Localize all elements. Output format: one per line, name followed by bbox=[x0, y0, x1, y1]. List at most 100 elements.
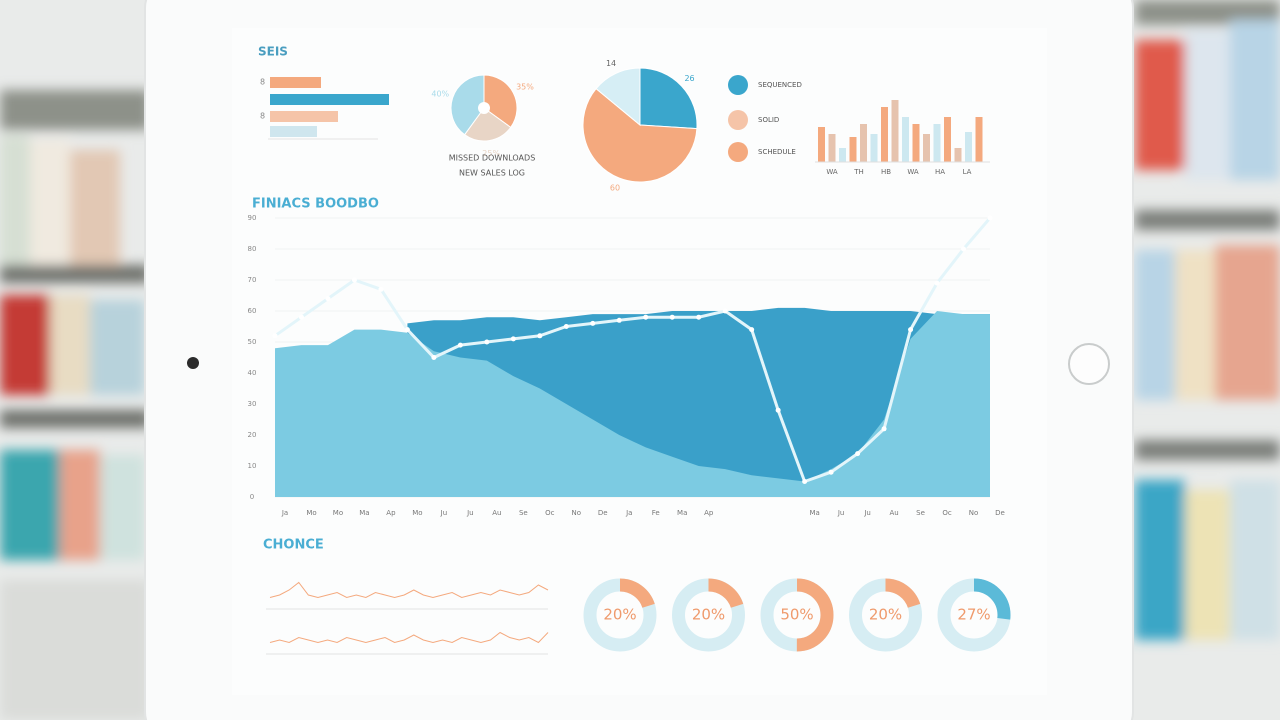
point bbox=[828, 469, 834, 475]
sparkline bbox=[269, 581, 549, 599]
y-tick-label: 30 bbox=[248, 400, 257, 408]
x-tick-label: HB bbox=[881, 168, 891, 176]
x-tick-label: Oc bbox=[545, 509, 555, 517]
x-tick-label: Ja bbox=[281, 509, 288, 517]
point bbox=[775, 407, 781, 413]
x-tick-label: WA bbox=[826, 168, 838, 176]
point bbox=[351, 277, 357, 283]
point bbox=[855, 451, 861, 457]
point bbox=[749, 327, 755, 333]
slice-label: 60 bbox=[610, 184, 620, 193]
line bbox=[274, 217, 992, 484]
legend-swatch bbox=[728, 110, 748, 130]
point bbox=[987, 215, 993, 221]
donut-label: 20% bbox=[603, 606, 636, 624]
x-tick-label: Ma bbox=[359, 509, 369, 517]
column bbox=[849, 137, 857, 162]
y-tick-label: 40 bbox=[248, 369, 257, 377]
point bbox=[378, 286, 384, 292]
x-tick-label: Fe bbox=[652, 509, 660, 517]
area bbox=[275, 311, 990, 497]
x-tick-label: HA bbox=[935, 168, 945, 176]
point bbox=[510, 336, 516, 342]
point bbox=[325, 296, 331, 302]
panel-title: SEIS bbox=[258, 45, 288, 59]
y-tick-label: 50 bbox=[248, 338, 257, 346]
slice-label: 35% bbox=[516, 83, 534, 92]
donut-fill bbox=[849, 578, 922, 652]
donut-fill bbox=[583, 578, 657, 652]
x-tick-label: No bbox=[969, 509, 979, 517]
slice-label: 25% bbox=[482, 149, 500, 158]
pie-slice bbox=[483, 74, 518, 129]
y-tick-label: 80 bbox=[248, 245, 257, 253]
point bbox=[404, 327, 410, 333]
point bbox=[881, 426, 887, 432]
column bbox=[860, 124, 867, 162]
legend-label: SCHEDULE bbox=[758, 148, 796, 156]
donut-label: 50% bbox=[780, 606, 813, 624]
x-tick-label: Ma bbox=[677, 509, 687, 517]
point bbox=[484, 339, 490, 345]
section-title: CHONCE bbox=[263, 538, 324, 553]
donut-label: 20% bbox=[692, 606, 725, 624]
y-tick-label: 70 bbox=[248, 276, 257, 284]
y-tick-label: 10 bbox=[248, 462, 257, 470]
h-bar bbox=[270, 111, 338, 122]
pie-caption: MISSED DOWNLOADS bbox=[449, 154, 536, 163]
x-tick-label: Mo bbox=[412, 509, 422, 517]
column bbox=[902, 117, 909, 162]
column bbox=[891, 100, 899, 162]
h-bar bbox=[270, 77, 321, 88]
point bbox=[934, 280, 940, 286]
donut-fill bbox=[672, 578, 745, 652]
x-tick-label: Ap bbox=[386, 509, 396, 517]
column bbox=[881, 107, 888, 162]
legend-swatch bbox=[728, 142, 748, 162]
h-bar bbox=[270, 94, 389, 105]
point bbox=[696, 314, 702, 320]
x-tick-label: Oc bbox=[942, 509, 952, 517]
x-tick-label: Se bbox=[916, 509, 925, 517]
pie-slice bbox=[595, 67, 641, 127]
slice-label: 14 bbox=[606, 59, 616, 68]
point bbox=[722, 308, 728, 314]
camera bbox=[187, 357, 199, 369]
column bbox=[965, 132, 972, 162]
x-tick-label: Mo bbox=[333, 509, 343, 517]
x-tick-label: Ju bbox=[466, 509, 474, 517]
x-tick-label: De bbox=[598, 509, 608, 517]
point bbox=[802, 479, 808, 484]
donut-fill bbox=[937, 578, 1011, 652]
y-tick-label: 20 bbox=[248, 431, 257, 439]
legend-label: SEQUENCED bbox=[758, 81, 802, 89]
point bbox=[669, 314, 675, 320]
x-tick-label: Au bbox=[889, 509, 898, 517]
column bbox=[954, 148, 962, 162]
home-button[interactable] bbox=[1068, 343, 1110, 385]
slice-label: 26 bbox=[684, 74, 694, 83]
x-tick-label: LA bbox=[963, 168, 972, 176]
x-tick-label: De bbox=[995, 509, 1005, 517]
donut-label: 20% bbox=[869, 606, 902, 624]
point bbox=[272, 333, 278, 339]
x-tick-label: Ap bbox=[704, 509, 714, 517]
x-tick-label: Ja bbox=[625, 509, 632, 517]
donut-fill bbox=[760, 578, 834, 652]
point bbox=[908, 327, 914, 333]
slice-label: 40% bbox=[431, 89, 449, 98]
y-tick-label: 0 bbox=[250, 493, 254, 501]
row-label: 8 bbox=[260, 78, 265, 87]
y-tick-label: 60 bbox=[248, 307, 257, 315]
point bbox=[590, 320, 596, 326]
point bbox=[616, 317, 622, 323]
point bbox=[431, 355, 437, 360]
x-tick-label: Au bbox=[492, 509, 501, 517]
row-label: 8 bbox=[260, 112, 265, 121]
pie-slice bbox=[450, 74, 485, 136]
sparkline bbox=[269, 631, 549, 644]
legend-swatch bbox=[728, 75, 748, 95]
x-tick-label: Ju bbox=[440, 509, 448, 517]
